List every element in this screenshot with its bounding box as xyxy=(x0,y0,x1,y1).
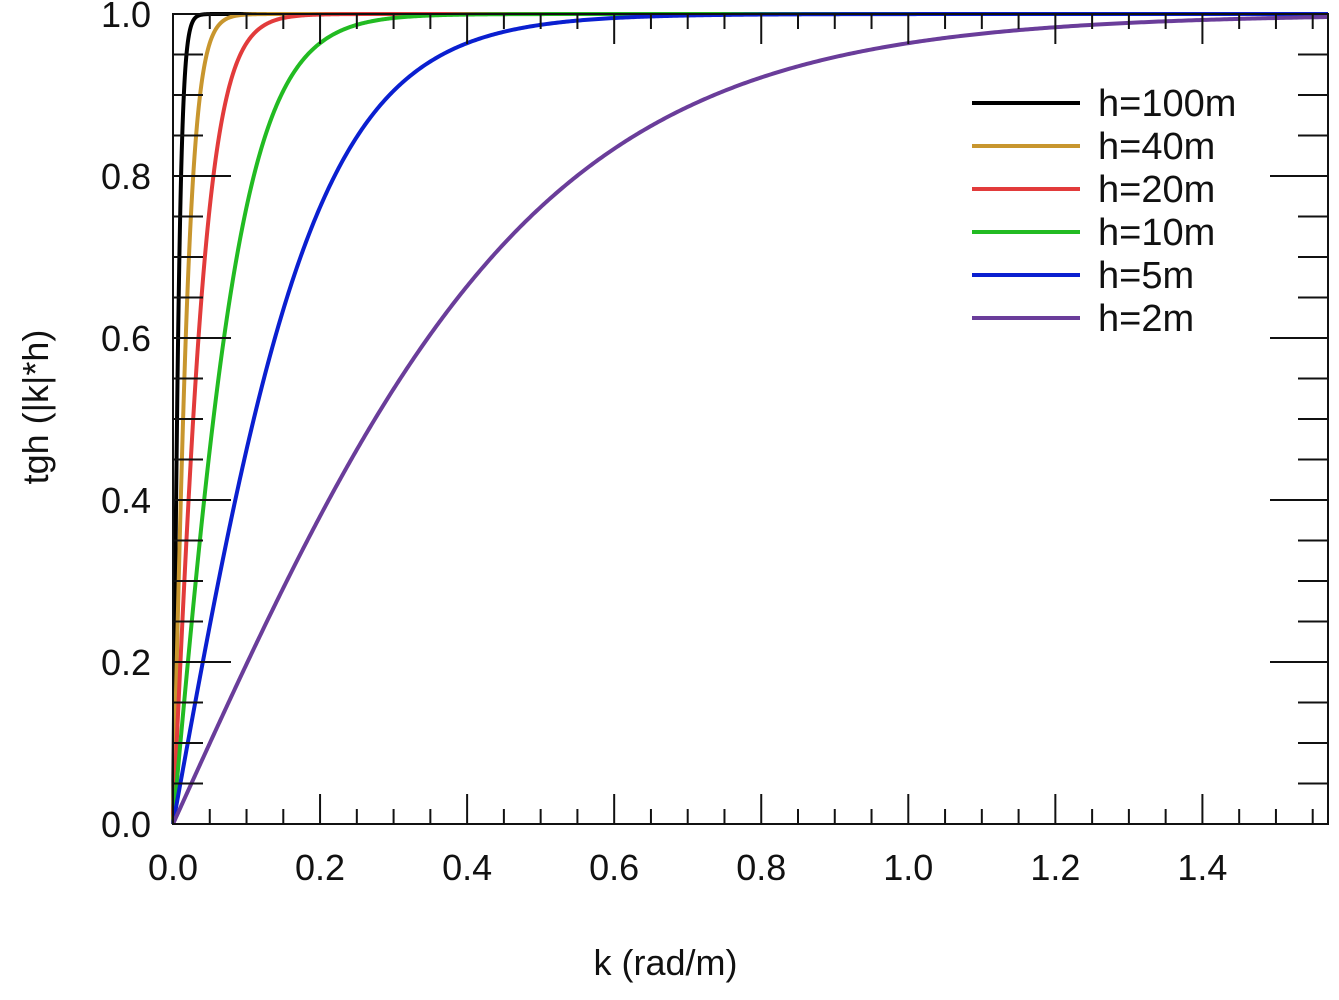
legend-label: h=2m xyxy=(1098,298,1194,340)
x-tick-label: 0.4 xyxy=(442,847,492,888)
legend-label: h=10m xyxy=(1098,212,1215,254)
y-tick-label: 0.4 xyxy=(101,480,151,521)
x-axis-label: k (rad/m) xyxy=(594,942,738,983)
legend-label: h=100m xyxy=(1098,83,1236,125)
y-tick-label: 0.6 xyxy=(101,318,151,359)
y-axis-label: tgh (|k|*h) xyxy=(15,330,56,485)
x-tick-label: 0.0 xyxy=(148,847,198,888)
legend-label: h=5m xyxy=(1098,255,1194,297)
y-tick-label: 0.2 xyxy=(101,642,151,683)
legend-label: h=20m xyxy=(1098,169,1215,211)
x-tick-label: 0.8 xyxy=(736,847,786,888)
x-tick-label: 1.2 xyxy=(1030,847,1080,888)
x-tick-label: 1.0 xyxy=(883,847,933,888)
legend-label: h=40m xyxy=(1098,126,1215,168)
y-tick-label: 1.0 xyxy=(101,0,151,35)
axis-ticks xyxy=(172,13,1328,825)
y-tick-label: 0.8 xyxy=(101,156,151,197)
x-tick-label: 0.2 xyxy=(295,847,345,888)
tick-labels: 0.0 0.2 0.4 0.6 0.8 1.0 1.2 1.4 0.0 0.2 0.4 0.6 0.8 1… xyxy=(101,0,1227,888)
x-tick-label: 0.6 xyxy=(589,847,639,888)
x-tick-label: 1.4 xyxy=(1177,847,1227,888)
y-tick-label: 0.0 xyxy=(101,804,151,845)
series-line-h-2m xyxy=(171,15,1329,826)
